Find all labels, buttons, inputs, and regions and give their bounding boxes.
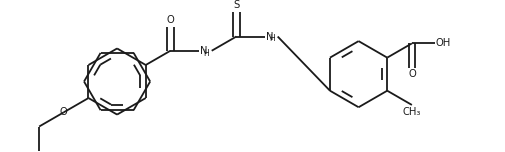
Text: N: N xyxy=(265,31,273,41)
Text: N: N xyxy=(199,46,207,56)
Text: S: S xyxy=(233,0,239,10)
Text: H: H xyxy=(269,34,274,43)
Text: O: O xyxy=(407,69,415,79)
Text: O: O xyxy=(60,107,68,117)
Text: H: H xyxy=(203,48,209,58)
Text: O: O xyxy=(166,15,174,25)
Text: CH₃: CH₃ xyxy=(402,107,420,117)
Text: OH: OH xyxy=(435,38,450,48)
